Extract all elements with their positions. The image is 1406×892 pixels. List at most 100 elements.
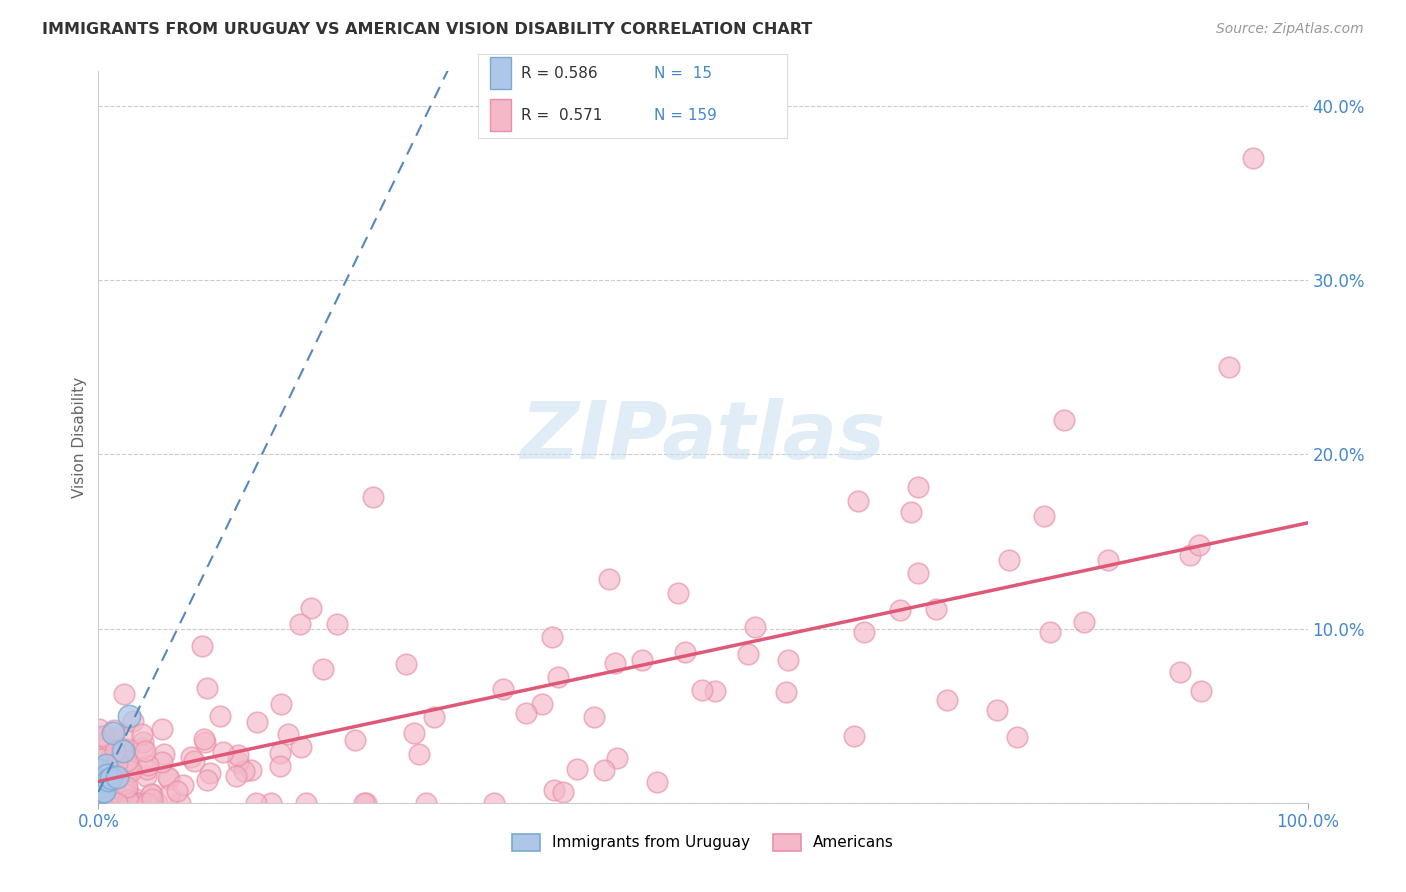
- Point: [104, 781, 127, 796]
- Point: [361, 490, 384, 504]
- Point: [90, 779, 112, 793]
- Point: [105, 760, 128, 774]
- Point: [94, 784, 117, 798]
- Y-axis label: Vision Disability: Vision Disability: [72, 376, 87, 498]
- Point: [91, 752, 114, 766]
- Point: [136, 796, 159, 810]
- Point: [114, 754, 136, 768]
- Point: [775, 685, 797, 699]
- Point: [115, 780, 138, 795]
- Point: [107, 766, 129, 780]
- Point: [852, 624, 875, 639]
- Point: [98, 750, 121, 764]
- Point: [136, 757, 159, 772]
- Point: [191, 640, 214, 654]
- Point: [1073, 615, 1095, 630]
- Point: [117, 781, 139, 796]
- Point: [889, 603, 911, 617]
- Point: [245, 796, 267, 810]
- Point: [343, 732, 366, 747]
- Point: [135, 769, 157, 783]
- Point: [290, 617, 312, 632]
- Point: [94, 787, 117, 801]
- Point: [415, 796, 437, 810]
- Point: [198, 765, 221, 780]
- Point: [1039, 624, 1062, 639]
- Point: [103, 731, 125, 745]
- Point: [89, 776, 111, 790]
- Point: [354, 796, 377, 810]
- Point: [531, 697, 554, 711]
- Point: [551, 784, 574, 798]
- Point: [998, 552, 1021, 566]
- Point: [110, 741, 132, 756]
- Legend: Immigrants from Uruguay, Americans: Immigrants from Uruguay, Americans: [506, 828, 900, 857]
- Point: [246, 714, 269, 729]
- Point: [152, 747, 174, 761]
- Point: [105, 756, 128, 770]
- Point: [118, 796, 141, 810]
- Point: [492, 681, 515, 696]
- Point: [1005, 730, 1028, 744]
- Point: [87, 722, 110, 736]
- Point: [166, 784, 188, 798]
- Point: [89, 731, 111, 746]
- Point: [180, 749, 202, 764]
- Point: [134, 744, 156, 758]
- Point: [936, 693, 959, 707]
- Point: [105, 796, 128, 810]
- Point: [118, 708, 141, 723]
- Point: [408, 747, 430, 762]
- Point: [136, 762, 159, 776]
- Point: [290, 740, 312, 755]
- Point: [260, 796, 283, 810]
- Point: [846, 493, 869, 508]
- Point: [422, 710, 444, 724]
- Point: [631, 653, 654, 667]
- Point: [89, 763, 111, 777]
- Point: [96, 759, 118, 773]
- Point: [907, 566, 929, 581]
- Point: [195, 773, 218, 788]
- Point: [121, 714, 143, 729]
- Point: [90, 763, 112, 777]
- Point: [543, 782, 565, 797]
- Point: [232, 764, 254, 778]
- Point: [582, 710, 605, 724]
- Point: [89, 796, 111, 810]
- Point: [744, 620, 766, 634]
- Point: [395, 657, 418, 672]
- Point: [703, 683, 725, 698]
- Point: [925, 602, 948, 616]
- Point: [104, 784, 127, 798]
- Point: [1191, 684, 1213, 698]
- Point: [150, 756, 173, 770]
- Point: [91, 729, 114, 743]
- Point: [312, 662, 335, 676]
- Point: [326, 616, 349, 631]
- Point: [141, 791, 163, 805]
- Point: [112, 727, 135, 741]
- Point: [692, 683, 714, 698]
- Point: [1188, 538, 1211, 552]
- Point: [1218, 360, 1240, 375]
- Point: [114, 786, 136, 800]
- Point: [737, 647, 759, 661]
- Point: [547, 671, 569, 685]
- Point: [228, 748, 250, 763]
- Point: [132, 735, 155, 749]
- Point: [1032, 508, 1054, 523]
- Point: [96, 768, 118, 782]
- Point: [120, 764, 142, 778]
- Point: [907, 480, 929, 494]
- Point: [195, 681, 218, 695]
- Point: [132, 741, 155, 756]
- Point: [269, 759, 291, 773]
- Point: [565, 762, 588, 776]
- Text: R = 0.586: R = 0.586: [522, 65, 598, 80]
- Point: [100, 772, 122, 786]
- Point: [141, 787, 163, 801]
- Point: [666, 586, 689, 600]
- Point: [114, 782, 136, 797]
- Point: [101, 726, 124, 740]
